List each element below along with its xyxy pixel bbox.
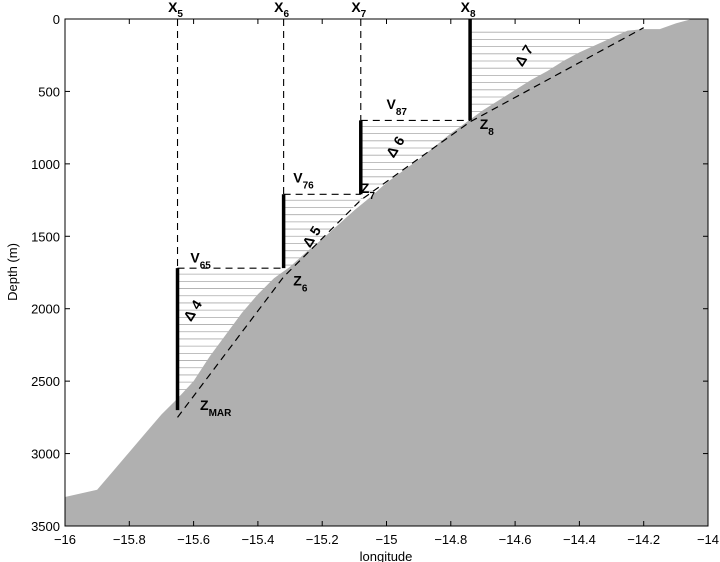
delta-label: Δ 6 — [383, 133, 408, 160]
annotation-v76: V76 — [293, 170, 314, 192]
x-tick-label: −15 — [375, 532, 397, 547]
y-tick-label: 2500 — [31, 374, 60, 389]
x-tick-label: −14 — [697, 532, 719, 547]
x-tick-label: −15.4 — [241, 532, 274, 547]
y-axis-label: Depth (m) — [5, 243, 20, 301]
y-tick-label: 500 — [38, 84, 60, 99]
annotation-v87: V87 — [387, 96, 408, 118]
x-tick-label: −14.8 — [434, 532, 467, 547]
column-labels: X5 X6 X7 X8 — [168, 0, 476, 20]
y-tick-label: 2000 — [31, 302, 60, 317]
x-tick-label: −14.6 — [499, 532, 532, 547]
y-axis: 0 500 1000 1500 2000 2500 3000 3500 — [31, 12, 708, 534]
column-label-x8: X8 — [461, 0, 476, 20]
x-tick-label: −14.4 — [563, 532, 596, 547]
column-layer — [175, 19, 644, 411]
x-axis: −16 −15.8 −15.6 −15.4 −15.2 −15 −14.8 −14.6 −14.… — [54, 19, 719, 547]
delta-label: Δ 7 — [511, 42, 536, 69]
x-tick-label: −16 — [54, 532, 76, 547]
column-label-x5: X5 — [168, 0, 183, 20]
y-tick-label: 1500 — [31, 229, 60, 244]
column-label-x6: X6 — [274, 0, 289, 20]
seafloor-area — [65, 19, 708, 526]
y-tick-label: 3000 — [31, 447, 60, 462]
x-tick-label: −15.2 — [306, 532, 339, 547]
delta-label: Δ 4 — [180, 297, 205, 324]
y-tick-label: 1000 — [31, 157, 60, 172]
plot-area — [65, 19, 708, 526]
x-tick-label: −15.6 — [177, 532, 210, 547]
column-label-x7: X7 — [351, 0, 366, 20]
y-tick-label: 3500 — [31, 519, 60, 534]
profile-dashed-line — [177, 27, 644, 418]
y-tick-label: 0 — [53, 12, 60, 27]
x-tick-label: −14.2 — [627, 532, 660, 547]
x-axis-label: longitude — [360, 549, 413, 562]
x-tick-label: −15.8 — [113, 532, 146, 547]
